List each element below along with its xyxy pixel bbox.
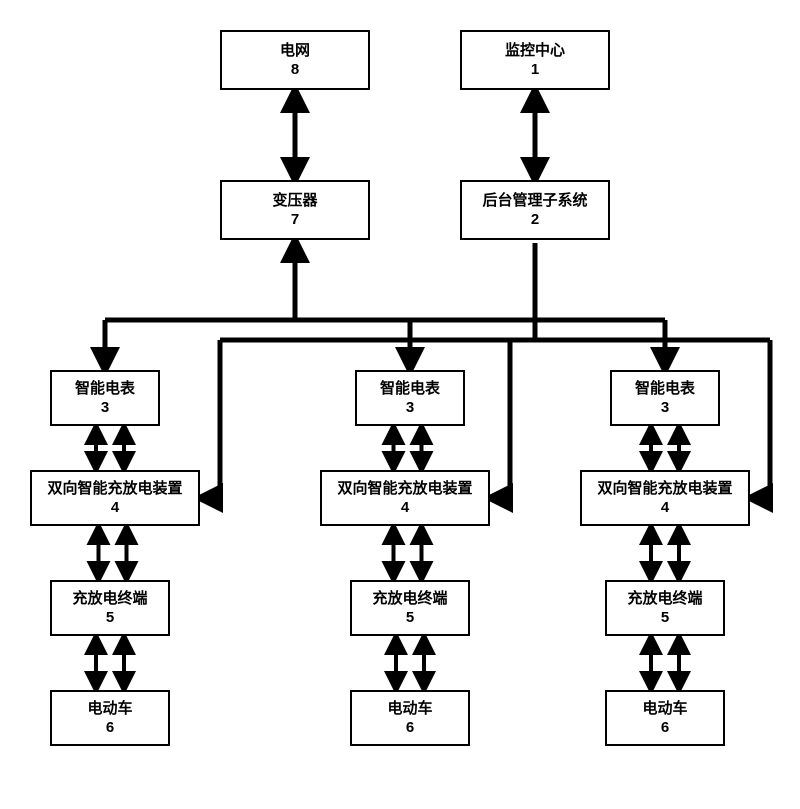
- node-grid: 电网8: [220, 30, 370, 90]
- node-charger2: 双向智能充放电装置4: [320, 470, 490, 526]
- node-number: 2: [531, 210, 539, 230]
- node-backend: 后台管理子系统2: [460, 180, 610, 240]
- node-label: 智能电表: [635, 379, 695, 399]
- node-term2: 充放电终端5: [350, 580, 470, 636]
- node-number: 3: [101, 398, 109, 418]
- node-label: 电动车: [387, 699, 432, 719]
- node-term1: 充放电终端5: [50, 580, 170, 636]
- node-number: 4: [661, 498, 669, 518]
- node-number: 7: [291, 210, 299, 230]
- node-label: 双向智能充放电装置: [337, 479, 472, 499]
- node-number: 4: [401, 498, 409, 518]
- node-meter3: 智能电表3: [610, 370, 720, 426]
- node-label: 智能电表: [380, 379, 440, 399]
- node-label: 充放电终端: [627, 589, 702, 609]
- node-label: 电网: [280, 41, 310, 61]
- node-number: 5: [106, 608, 114, 628]
- node-transformer: 变压器7: [220, 180, 370, 240]
- node-label: 双向智能充放电装置: [597, 479, 732, 499]
- node-meter2: 智能电表3: [355, 370, 465, 426]
- node-ev2: 电动车6: [350, 690, 470, 746]
- node-meter1: 智能电表3: [50, 370, 160, 426]
- node-label: 充放电终端: [372, 589, 447, 609]
- node-number: 5: [406, 608, 414, 628]
- node-number: 3: [406, 398, 414, 418]
- node-number: 6: [661, 718, 669, 738]
- node-charger3: 双向智能充放电装置4: [580, 470, 750, 526]
- node-label: 监控中心: [505, 41, 565, 61]
- node-label: 电动车: [642, 699, 687, 719]
- node-number: 6: [406, 718, 414, 738]
- node-ev1: 电动车6: [50, 690, 170, 746]
- node-number: 6: [106, 718, 114, 738]
- node-label: 后台管理子系统: [482, 191, 587, 211]
- node-monitor: 监控中心1: [460, 30, 610, 90]
- node-ev3: 电动车6: [605, 690, 725, 746]
- node-label: 电动车: [87, 699, 132, 719]
- node-number: 5: [661, 608, 669, 628]
- diagram-canvas: 电网8监控中心1变压器7后台管理子系统2智能电表3智能电表3智能电表3双向智能充…: [0, 0, 800, 809]
- node-label: 智能电表: [75, 379, 135, 399]
- node-charger1: 双向智能充放电装置4: [30, 470, 200, 526]
- node-label: 充放电终端: [72, 589, 147, 609]
- node-term3: 充放电终端5: [605, 580, 725, 636]
- node-label: 双向智能充放电装置: [47, 479, 182, 499]
- node-number: 1: [531, 60, 539, 80]
- node-number: 4: [111, 498, 119, 518]
- node-label: 变压器: [272, 191, 317, 211]
- node-number: 8: [291, 60, 299, 80]
- node-number: 3: [661, 398, 669, 418]
